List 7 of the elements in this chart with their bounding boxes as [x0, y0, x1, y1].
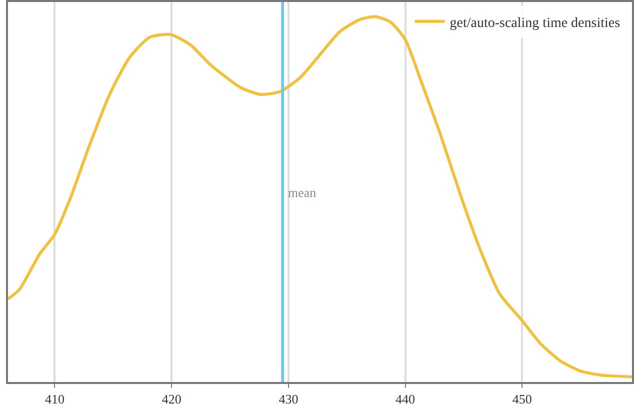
x-tick-label: 410	[44, 392, 64, 407]
ref-line-label: mean	[288, 185, 317, 200]
x-tick-label: 450	[512, 392, 532, 407]
x-tick-label: 430	[278, 392, 298, 407]
x-tick-label: 440	[396, 392, 416, 407]
x-tick-label: 420	[162, 392, 182, 407]
legend-label: get/auto-scaling time densities	[450, 16, 620, 31]
